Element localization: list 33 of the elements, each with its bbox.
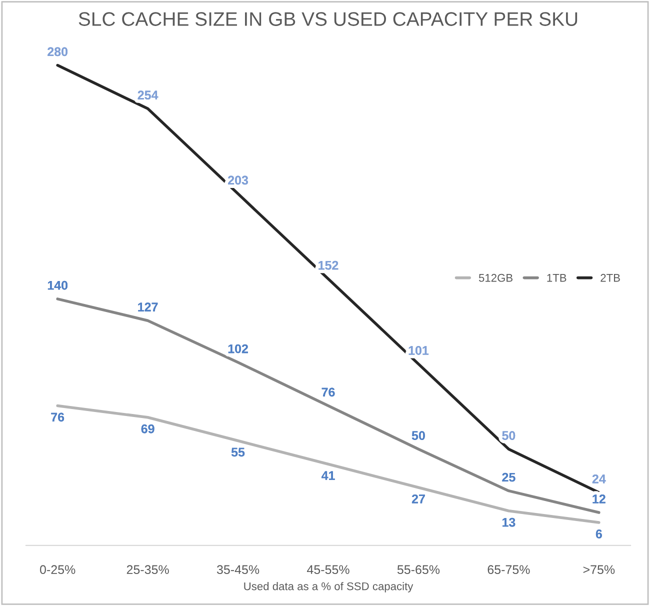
data-label: 152 [318,260,338,270]
x-tick-label: >75% [583,565,615,574]
x-tick-label: 25-35% [126,565,169,574]
data-label: 24 [592,474,606,484]
data-label: 6 [596,530,602,538]
data-label: 101 [408,346,429,355]
data-label: 41 [321,471,335,480]
data-label: 140 [48,280,68,290]
x-tick-label: 35-45% [216,565,260,574]
data-label: 203 [228,176,248,185]
data-label: 25 [502,472,516,482]
x-axis-title: Used data as a % of SSD capacity [244,582,414,592]
x-tick-label: 55-65% [397,565,440,574]
data-label: 50 [502,431,516,440]
x-tick-label: 0-25% [40,565,76,574]
x-tick-label: 45-55% [306,565,350,574]
data-label: 55 [231,448,245,457]
chart-title: SLC CACHE SIZE IN GB VS USED CAPACITY PER SKU [78,12,578,26]
data-label: 27 [412,494,425,504]
data-label: 76 [322,388,335,397]
data-label: 13 [502,518,516,527]
data-label: 254 [138,90,158,100]
data-label: 50 [412,431,425,440]
data-label: 127 [138,302,158,312]
legend-label: 512GB [478,274,512,282]
data-label: 12 [592,494,606,504]
x-tick-label: 65-75% [488,565,530,574]
data-label: 76 [51,412,64,422]
legend-label: 2TB [600,274,620,282]
legend-label: 1TB [547,274,566,282]
data-label: 102 [228,344,248,354]
data-label: 280 [48,47,68,56]
data-label: 69 [141,424,154,434]
